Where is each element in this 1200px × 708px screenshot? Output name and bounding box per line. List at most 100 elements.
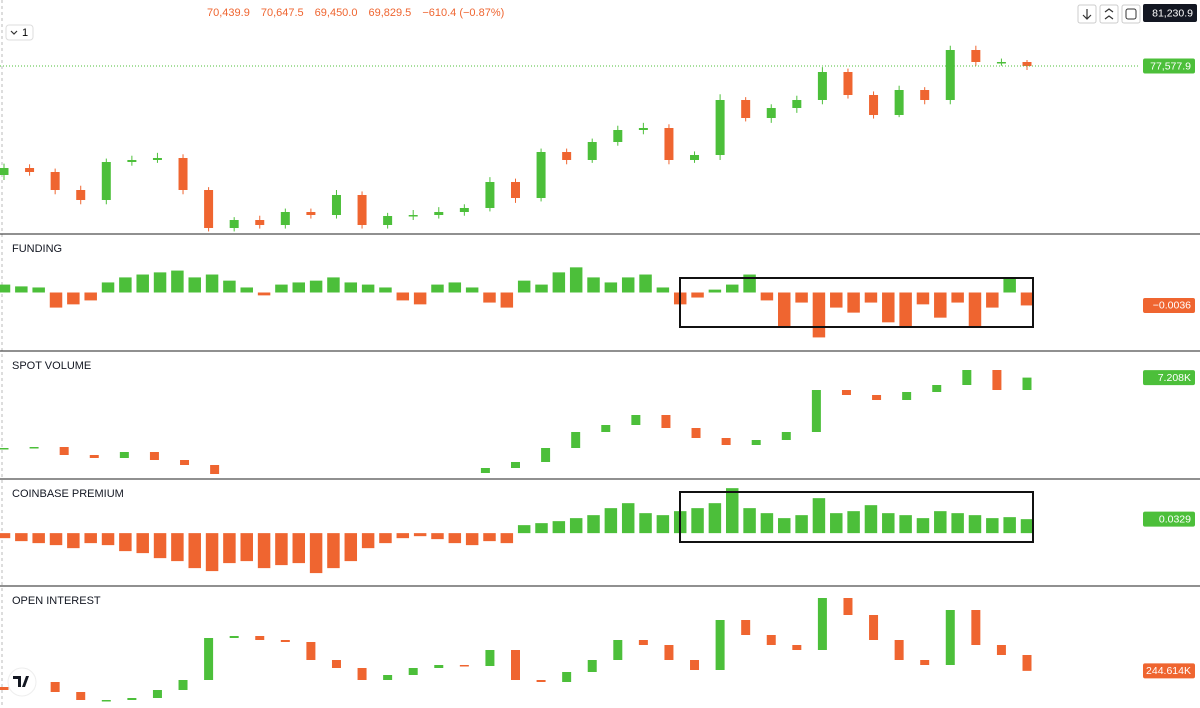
candle-body [792, 645, 802, 650]
bar [847, 511, 860, 534]
candle-body [613, 130, 623, 142]
candle-body [210, 465, 220, 474]
last-value-badge [1143, 370, 1195, 386]
candle-body [562, 672, 572, 682]
candle-body [89, 455, 99, 458]
candle-body [204, 190, 214, 228]
candle-body [932, 385, 942, 392]
candle-body [690, 660, 700, 670]
candle-body [229, 220, 239, 228]
bar [656, 287, 670, 293]
legend-value: 69,829.5 [368, 7, 411, 19]
candle-body [434, 665, 444, 668]
candle-body [587, 660, 597, 672]
bar [171, 270, 184, 293]
collapse-button[interactable] [1099, 4, 1119, 24]
bar [361, 533, 375, 549]
candle-body [817, 72, 827, 100]
bar [639, 513, 652, 534]
last-value-badge [1143, 511, 1195, 527]
legend-value: 70,647.5 [261, 7, 304, 19]
bar [465, 533, 479, 546]
candle-body [0, 168, 9, 175]
candle-body [664, 128, 674, 160]
bar [830, 292, 843, 308]
legend-value: 69,450.0 [315, 7, 358, 19]
candle-body [0, 687, 9, 690]
last-value-label: 0.0329 [1159, 513, 1191, 525]
bar [257, 292, 271, 296]
candle-body [511, 650, 520, 680]
candle-body [280, 640, 290, 642]
arrow-icon [1082, 9, 1092, 20]
candle-body [751, 440, 761, 445]
candle-body [843, 72, 853, 95]
candle-body [459, 665, 469, 667]
candle-body [127, 698, 137, 700]
bar [483, 292, 496, 303]
bar [639, 274, 652, 293]
bar [569, 267, 583, 293]
candle-body [331, 660, 341, 668]
bar [725, 488, 739, 534]
bar [431, 533, 444, 540]
bar [483, 533, 496, 542]
last-value-label: 77,577.9 [1150, 60, 1191, 72]
candle-body [894, 640, 904, 660]
last-value-label: 7.208K [1158, 372, 1191, 384]
bar [934, 511, 947, 534]
bar [49, 533, 63, 546]
interval-button-frame [5, 24, 34, 41]
candle-body [119, 452, 129, 458]
bar [101, 533, 115, 546]
bar [84, 292, 97, 301]
bar [0, 284, 11, 293]
bar [275, 533, 288, 566]
highlight-box [679, 277, 1034, 328]
highlight-box [679, 491, 1034, 543]
bar [708, 289, 722, 293]
bar [67, 533, 80, 549]
candle-body [204, 638, 214, 680]
logo-badge [7, 667, 37, 697]
bar [951, 513, 964, 534]
maximize-button[interactable] [1121, 4, 1141, 24]
bar [812, 498, 826, 534]
candle-body [178, 158, 188, 190]
bar [431, 284, 444, 293]
bar [379, 533, 392, 544]
candle-body [872, 395, 882, 400]
candle-body [25, 168, 35, 172]
interval-button[interactable]: 1 [5, 24, 34, 41]
bar [153, 533, 167, 559]
tradingview-logo [7, 667, 37, 697]
bar [691, 292, 704, 298]
bar [760, 292, 774, 301]
bar [0, 533, 11, 539]
candle-body [902, 392, 912, 400]
bar [240, 287, 253, 293]
candle-body [962, 370, 972, 385]
candle-body [945, 50, 955, 100]
bar [327, 277, 340, 293]
candle-body [306, 212, 316, 215]
bar [188, 533, 201, 569]
candle-body [280, 212, 290, 225]
candle-body [715, 620, 725, 670]
bar [604, 508, 618, 534]
candle-body [1022, 655, 1032, 671]
last-value-label: −0.0036 [1153, 300, 1191, 312]
candle-body [357, 668, 367, 680]
bar [864, 505, 878, 534]
scroll-buttons[interactable] [1077, 4, 1141, 24]
bar [32, 287, 45, 293]
candle-body [152, 158, 162, 160]
bar [119, 277, 132, 293]
legend-value: −610.4 (−0.87%) [422, 7, 504, 19]
bar [101, 282, 115, 293]
bar [830, 513, 843, 534]
last-value-label: 244.614K [1146, 665, 1191, 677]
bar [656, 515, 670, 534]
pane-title: COINBASE PREMIUM [12, 488, 124, 500]
bar [934, 292, 947, 318]
